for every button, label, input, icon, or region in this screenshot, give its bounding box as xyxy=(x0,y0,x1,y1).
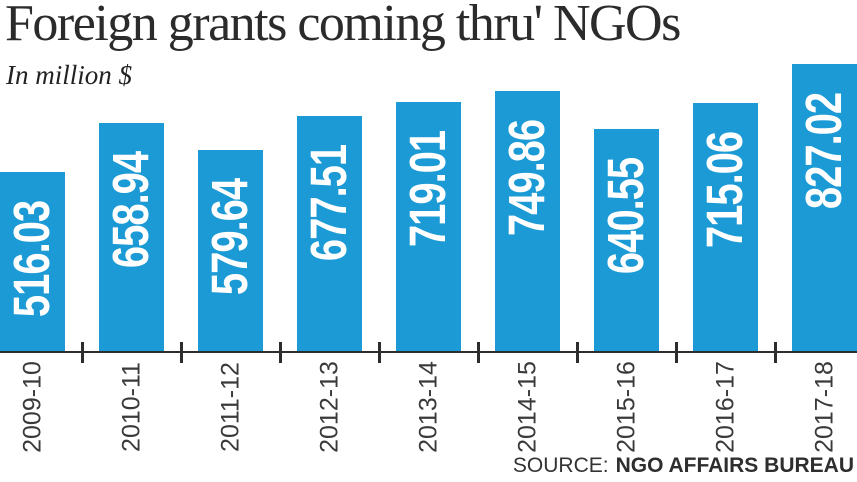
bar-2013-14: 719.01 xyxy=(396,102,461,352)
x-axis-label: 2017-18 xyxy=(810,361,838,453)
x-axis-label: 2013-14 xyxy=(414,361,442,453)
x-axis-label: 2016-17 xyxy=(711,361,739,453)
bar-2009-10: 516.03 xyxy=(0,172,65,352)
source-name: NGO AFFAIRS BUREAU xyxy=(615,454,854,477)
x-axis-label: 2012-13 xyxy=(315,361,343,453)
x-axis-label: 2010-11 xyxy=(117,362,145,452)
bar-value-label: 579.64 xyxy=(201,178,259,296)
bar-2011-12: 579.64 xyxy=(198,150,263,352)
bar-value-label: 658.94 xyxy=(102,151,160,269)
source-label: SOURCE: xyxy=(512,454,609,477)
source: SOURCE: NGO AFFAIRS BUREAU xyxy=(513,454,854,478)
chart-title: Foreign grants coming thru' NGOs xyxy=(5,0,681,52)
x-axis-label: 2015-16 xyxy=(612,361,640,453)
bar-2015-16: 640.55 xyxy=(594,129,659,352)
bar-value-label: 640.55 xyxy=(597,157,655,275)
bar-value-label: 719.01 xyxy=(399,130,457,248)
bar-value-label: 749.86 xyxy=(498,119,556,237)
bar-value-label: 516.03 xyxy=(3,200,61,318)
bar-2016-17: 715.06 xyxy=(693,103,758,352)
bar-2012-13: 677.51 xyxy=(297,116,362,352)
x-axis-line xyxy=(0,351,857,353)
x-axis-label: 2011-12 xyxy=(216,362,244,452)
bar-2014-15: 749.86 xyxy=(495,91,560,352)
bar-value-label: 715.06 xyxy=(696,131,754,249)
chart-subtitle: In million $ xyxy=(6,60,132,90)
x-axis-label: 2014-15 xyxy=(513,361,541,453)
bar-value-label: 677.51 xyxy=(300,144,358,262)
bar-value-label: 827.02 xyxy=(795,92,853,210)
x-axis-label: 2009-10 xyxy=(18,361,46,453)
bar-2017-18: 827.02 xyxy=(792,64,857,352)
bar-2010-11: 658.94 xyxy=(99,123,164,352)
